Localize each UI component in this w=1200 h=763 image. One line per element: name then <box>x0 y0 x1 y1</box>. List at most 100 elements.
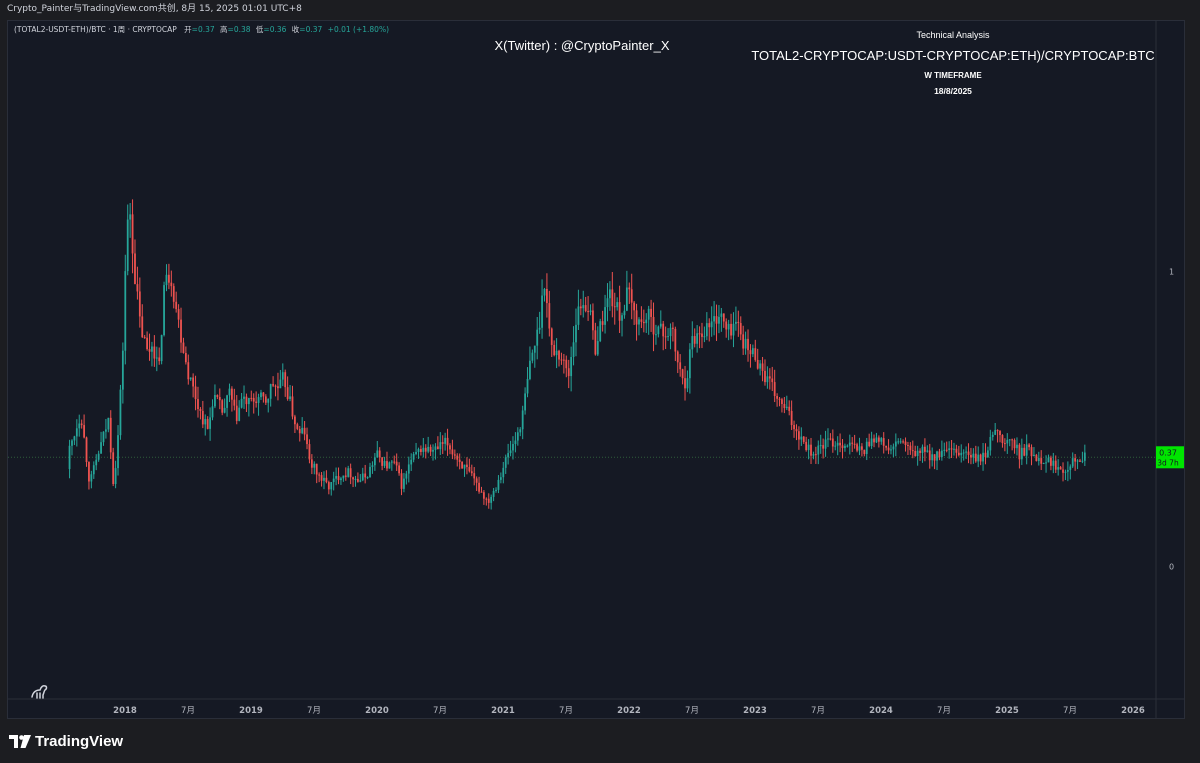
candle[interactable] <box>502 461 505 484</box>
candle[interactable] <box>647 305 650 335</box>
candle[interactable] <box>885 445 888 451</box>
candle[interactable] <box>439 432 442 456</box>
candle[interactable] <box>395 453 398 471</box>
candle[interactable] <box>306 427 308 450</box>
candle[interactable] <box>509 440 512 457</box>
candle[interactable] <box>68 439 71 479</box>
candle[interactable] <box>933 454 936 470</box>
candle[interactable] <box>722 313 725 328</box>
price-axis[interactable]: 01 <box>1169 268 1174 572</box>
candle[interactable] <box>184 346 187 365</box>
candle[interactable] <box>856 442 858 453</box>
candle[interactable] <box>262 392 265 403</box>
candle[interactable] <box>800 427 803 446</box>
candle[interactable] <box>138 277 141 328</box>
candle[interactable] <box>691 321 694 358</box>
candle[interactable] <box>146 331 148 351</box>
candle[interactable] <box>853 434 856 449</box>
candle[interactable] <box>625 270 628 312</box>
candle[interactable] <box>812 451 815 460</box>
candle[interactable] <box>548 290 551 337</box>
candle[interactable] <box>725 318 728 338</box>
candles[interactable] <box>68 199 1086 510</box>
candle[interactable] <box>953 442 955 456</box>
candle[interactable] <box>594 322 597 356</box>
candle[interactable] <box>187 354 190 385</box>
candle[interactable] <box>858 437 861 456</box>
candle[interactable] <box>327 480 330 495</box>
candle[interactable] <box>914 445 917 457</box>
candle[interactable] <box>546 273 548 318</box>
candle[interactable] <box>514 432 517 453</box>
candle[interactable] <box>909 442 912 455</box>
candle[interactable] <box>400 469 403 496</box>
candle[interactable] <box>211 399 214 421</box>
candle[interactable] <box>458 453 461 470</box>
candle[interactable] <box>776 393 778 407</box>
candle[interactable] <box>461 461 463 469</box>
candle[interactable] <box>148 333 151 361</box>
candle[interactable] <box>623 304 626 319</box>
candle[interactable] <box>841 439 844 459</box>
candle[interactable] <box>255 391 258 408</box>
candle[interactable] <box>640 306 643 329</box>
candle[interactable] <box>71 439 73 456</box>
candle[interactable] <box>521 405 524 440</box>
candle[interactable] <box>560 352 563 365</box>
candle[interactable] <box>577 289 580 331</box>
candle[interactable] <box>642 309 645 333</box>
candle[interactable] <box>705 312 708 341</box>
candle[interactable] <box>788 400 791 416</box>
candle[interactable] <box>155 346 158 372</box>
candle[interactable] <box>635 303 638 341</box>
candle[interactable] <box>1042 462 1045 465</box>
candle[interactable] <box>78 414 81 437</box>
candle[interactable] <box>291 385 294 420</box>
candle[interactable] <box>873 434 875 448</box>
candle[interactable] <box>480 486 483 493</box>
last-price-tag[interactable]: 0.37 3d 7h <box>1156 446 1184 469</box>
candle[interactable] <box>987 446 989 458</box>
candle[interactable] <box>97 450 100 462</box>
candle[interactable] <box>667 328 669 341</box>
candle[interactable] <box>742 325 745 355</box>
candle[interactable] <box>158 347 161 365</box>
candle[interactable] <box>376 440 379 458</box>
candle[interactable] <box>810 437 812 464</box>
candle[interactable] <box>936 450 938 471</box>
candle[interactable] <box>349 463 352 485</box>
candle[interactable] <box>243 385 245 410</box>
candle[interactable] <box>337 467 340 485</box>
candle[interactable] <box>75 419 78 447</box>
candle[interactable] <box>303 421 306 441</box>
candle[interactable] <box>114 460 117 489</box>
candle[interactable] <box>177 304 180 328</box>
candle[interactable] <box>371 461 374 474</box>
candle[interactable] <box>1064 469 1067 481</box>
candle[interactable] <box>846 444 849 448</box>
candle[interactable] <box>463 464 466 477</box>
candle[interactable] <box>747 329 749 362</box>
candle[interactable] <box>1030 444 1033 466</box>
candle[interactable] <box>693 328 696 348</box>
candle[interactable] <box>938 448 941 461</box>
candle[interactable] <box>531 349 534 364</box>
candle[interactable] <box>80 419 83 429</box>
candle[interactable] <box>894 433 897 457</box>
candle[interactable] <box>235 395 238 425</box>
candle[interactable] <box>497 475 500 494</box>
candle[interactable] <box>604 294 606 334</box>
candle[interactable] <box>1052 452 1055 474</box>
candle[interactable] <box>209 407 211 441</box>
candle[interactable] <box>822 438 825 459</box>
candle[interactable] <box>407 456 410 483</box>
candle[interactable] <box>1013 438 1016 454</box>
candle[interactable] <box>749 344 752 368</box>
candle[interactable] <box>124 254 127 365</box>
candle[interactable] <box>945 441 948 453</box>
candle[interactable] <box>298 425 301 442</box>
candle[interactable] <box>393 455 396 465</box>
candle[interactable] <box>182 337 185 354</box>
candle[interactable] <box>713 301 715 336</box>
candle[interactable] <box>226 394 228 417</box>
